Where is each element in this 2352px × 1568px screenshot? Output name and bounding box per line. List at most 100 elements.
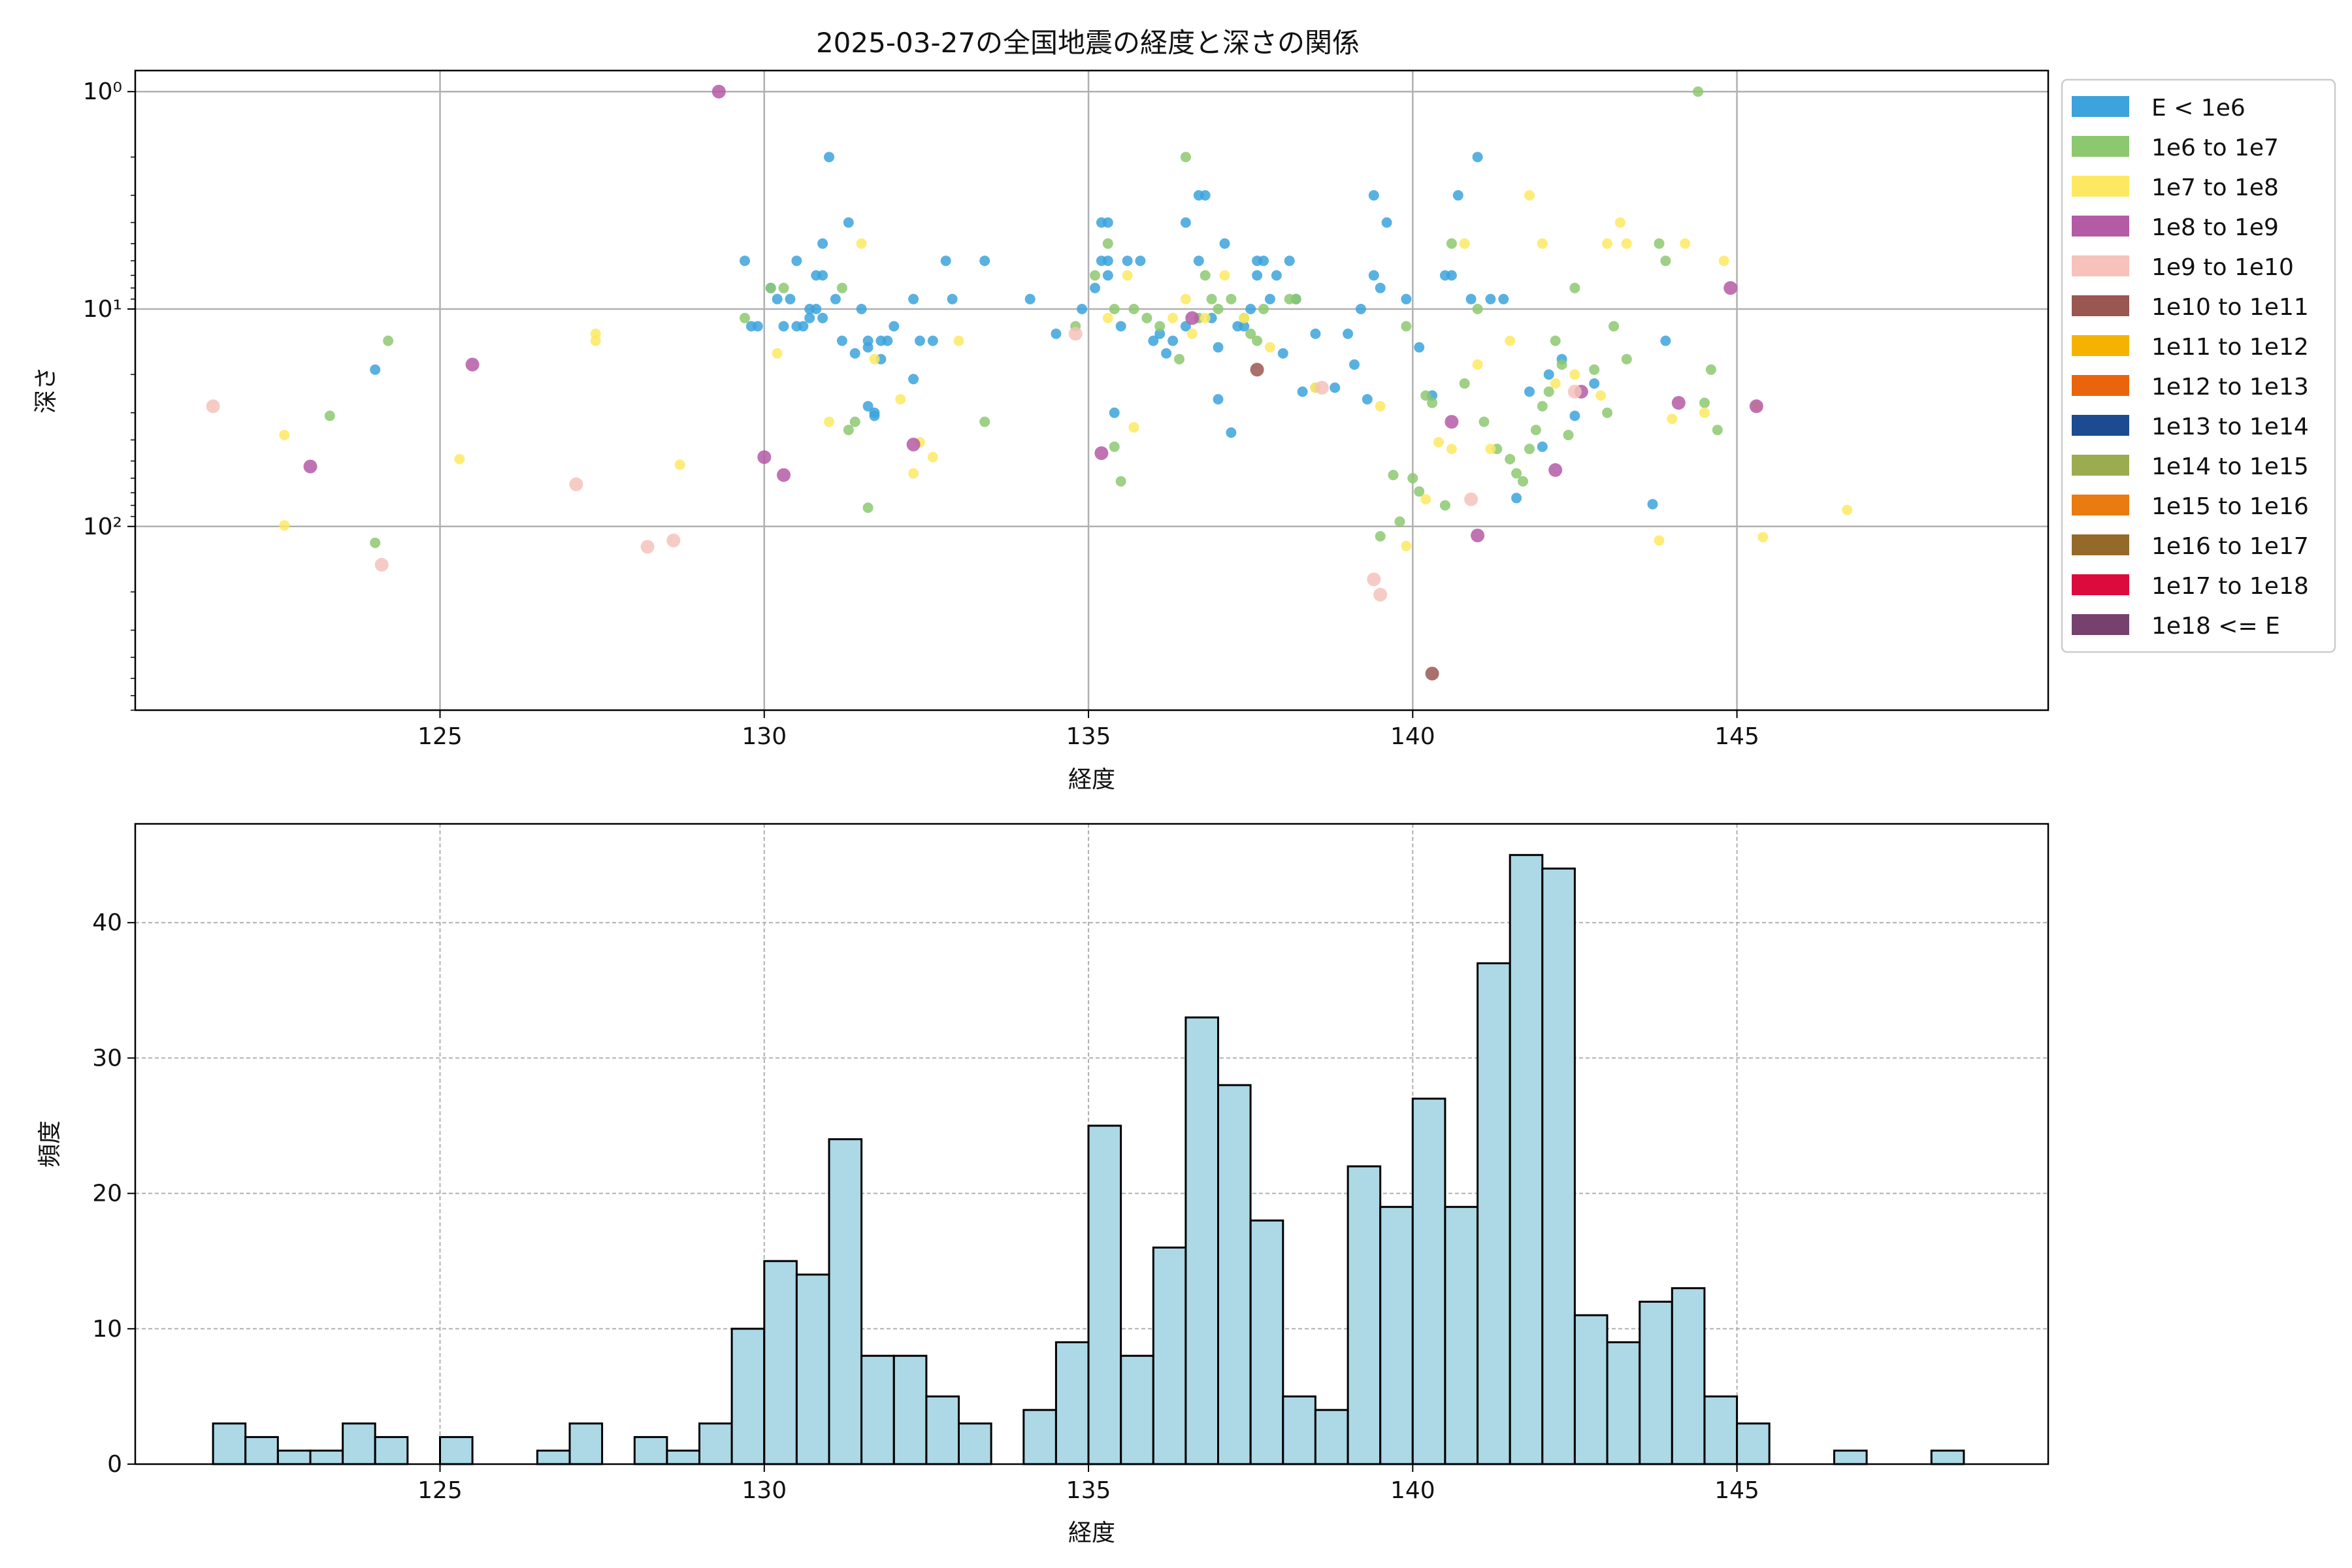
scatter-point (1433, 436, 1444, 448)
scatter-point (1128, 304, 1139, 314)
scatter-point (953, 335, 964, 346)
histogram-bar (1671, 1287, 1706, 1465)
scatter-point (1569, 282, 1580, 293)
histogram-bar (374, 1436, 409, 1465)
scatter-point (882, 335, 893, 346)
scatter-point (1660, 335, 1671, 346)
scatter-point (1647, 498, 1658, 510)
scatter-point (1161, 348, 1172, 359)
legend-swatch (2072, 375, 2129, 396)
scatter-point (1368, 270, 1379, 281)
legend-label: 1e11 to 1e12 (2151, 334, 2309, 361)
scatter-point (206, 399, 220, 414)
scatter-point (772, 293, 783, 304)
scatter-point (1284, 255, 1295, 267)
histogram: 125 130 135 140 145 0 10 20 30 40 経度 頻度 (37, 823, 2050, 1546)
legend-swatch (2072, 415, 2129, 436)
scatter-point (1464, 492, 1478, 506)
scatter-point (1842, 504, 1853, 515)
scatter-point (1446, 444, 1457, 455)
scatter-point (1602, 238, 1613, 249)
scatter-point (1485, 444, 1496, 455)
scatter-point (666, 533, 681, 547)
scatter-point (1186, 328, 1198, 339)
histogram-bar (958, 1422, 992, 1465)
scatter-point (569, 477, 583, 491)
legend-swatch (2072, 255, 2129, 276)
scatter-point (383, 335, 394, 346)
scatter-point (1660, 255, 1671, 267)
scatter-point (906, 437, 921, 451)
scatter-point (1180, 152, 1191, 163)
scatter-y-label: 深さ (33, 367, 59, 414)
legend-label: E < 1e6 (2151, 95, 2246, 122)
scatter-point (1609, 321, 1619, 332)
scatter-point (1699, 407, 1710, 418)
scatter-point (1226, 293, 1237, 304)
histogram-x-tick-label: 145 (1714, 1477, 1759, 1504)
legend-swatch (2072, 574, 2129, 595)
scatter-point (765, 282, 776, 293)
scatter-point (915, 335, 925, 346)
scatter-point (1051, 328, 1062, 339)
scatter-point (1511, 468, 1522, 479)
scatter-point (1589, 378, 1600, 389)
legend-swatch (2072, 335, 2129, 356)
scatter-point (908, 293, 919, 304)
scatter-point (1122, 255, 1133, 267)
legend-swatch (2072, 295, 2129, 316)
scatter-point (785, 293, 796, 304)
histogram-bar (1152, 1247, 1187, 1465)
scatter-point (1401, 321, 1412, 332)
histogram-bar (1411, 1098, 1446, 1465)
scatter-point (1252, 335, 1263, 346)
legend-swatch (2072, 96, 2129, 117)
scatter-point (740, 312, 750, 323)
scatter-point (1589, 364, 1600, 375)
scatter-point (1245, 304, 1256, 314)
scatter-point (1723, 281, 1738, 295)
scatter-point (1077, 304, 1088, 314)
scatter-point (843, 217, 854, 228)
scatter-point (927, 335, 938, 346)
scatter-point (817, 238, 828, 249)
scatter-point (1427, 397, 1438, 408)
legend-swatch (2072, 176, 2129, 197)
histogram-bar (763, 1260, 798, 1465)
scatter-point (1213, 304, 1224, 314)
histogram-bar (309, 1449, 344, 1465)
scatter-point (1388, 470, 1399, 481)
scatter-point (889, 321, 900, 332)
histogram-y-tick-label: 30 (92, 1045, 122, 1071)
scatter-point (1699, 397, 1710, 408)
scatter-x-tick-label: 130 (742, 723, 787, 750)
scatter-point (1680, 238, 1691, 249)
scatter-point (1478, 416, 1490, 427)
histogram-bar (1379, 1205, 1414, 1465)
scatter-point (1505, 335, 1516, 346)
histogram-y-tick-label: 10 (92, 1316, 122, 1343)
histogram-bar (276, 1449, 312, 1465)
scatter-point (1245, 328, 1256, 339)
scatter-point (1550, 335, 1561, 346)
histogram-y-label: 頻度 (37, 1120, 63, 1168)
histogram-bar (342, 1422, 376, 1465)
scatter-point (979, 416, 990, 427)
scatter-point (1102, 270, 1113, 281)
scatter-point (1368, 190, 1379, 201)
scatter-point (370, 537, 381, 548)
scatter-point (1530, 425, 1541, 436)
scatter-point (1226, 427, 1237, 438)
scatter-point (824, 416, 834, 427)
legend-swatch (2072, 216, 2129, 237)
histogram-frame (134, 823, 2050, 1465)
scatter-point (849, 416, 860, 427)
scatter-point (1090, 282, 1100, 293)
scatter-point (1200, 190, 1211, 201)
scatter-point (752, 321, 763, 332)
scatter-point (1550, 378, 1561, 389)
scatter-point (1394, 516, 1405, 527)
scatter-point (279, 520, 290, 531)
scatter-point (1614, 217, 1625, 228)
